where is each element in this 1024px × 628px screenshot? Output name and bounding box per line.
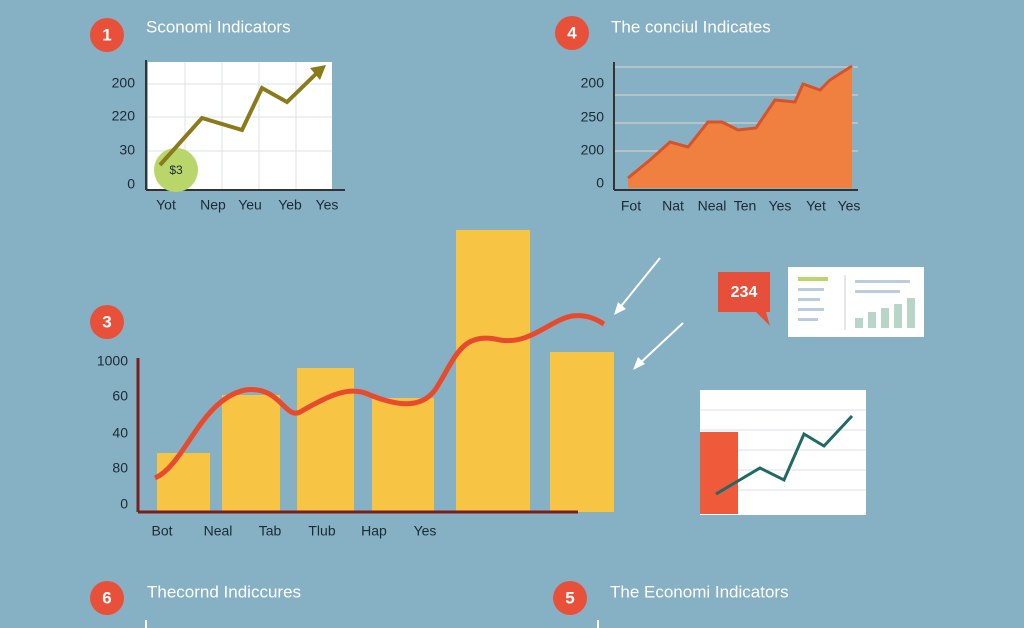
trend-line	[153, 313, 606, 481]
y-tick-label: 60	[112, 388, 128, 404]
y-tick-label: 30	[119, 142, 135, 158]
area	[628, 66, 852, 188]
x-tick-label: Yeb	[278, 197, 302, 213]
mini-bar	[700, 432, 738, 514]
x-tick-label: Yet	[806, 198, 826, 214]
x-tick-label: Neal	[204, 523, 233, 539]
x-tick-label: Nat	[662, 198, 684, 214]
y-tick-label: 200	[581, 75, 605, 91]
x-tick-label: Yot	[156, 197, 176, 213]
y-tick-label: 80	[112, 460, 128, 476]
panel-title: Sconomi Indicators	[146, 17, 291, 36]
x-tick-label: Bot	[151, 523, 172, 539]
y-tick-label: 250	[581, 109, 605, 125]
x-tick-label: Yeu	[238, 197, 262, 213]
y-tick-label: 1000	[97, 353, 128, 369]
badge-number: 5	[565, 588, 574, 607]
y-tick-label: 0	[127, 176, 135, 192]
badge-number: 1	[102, 25, 111, 44]
arrows	[617, 257, 684, 366]
x-tick-label: Yes	[316, 197, 339, 213]
callout-box	[718, 272, 770, 326]
panel-title: Thecornd Indiccures	[147, 582, 301, 601]
badge	[90, 305, 124, 339]
x-tick-label: Ten	[734, 198, 757, 214]
area-line	[627, 64, 853, 180]
arrow-head	[310, 65, 326, 80]
badge	[90, 581, 124, 615]
badge	[555, 16, 589, 50]
x-tick-label: Yes	[838, 198, 861, 214]
panel-title: The conciul Indicates	[611, 17, 771, 36]
x-tick-label: Yes	[414, 523, 437, 539]
mini-line	[715, 414, 854, 496]
y-tick-label: 0	[596, 175, 604, 191]
badge-number: 3	[102, 312, 111, 331]
x-tick-label: Fot	[621, 198, 641, 214]
x-tick-label: Neal	[698, 198, 727, 214]
x-tick-label: Hap	[361, 523, 387, 539]
y-tick-label: 40	[112, 425, 128, 441]
mini-card-content	[798, 275, 915, 330]
x-tick-label: Tab	[259, 523, 282, 539]
panel-title: The Economi Indicators	[610, 582, 789, 601]
y-tick-label: 0	[120, 496, 128, 512]
bars	[157, 230, 614, 512]
badge-number: 6	[102, 588, 111, 607]
x-tick-label: Nep	[200, 197, 226, 213]
x-tick-label: Tlub	[308, 523, 335, 539]
arrow-head	[633, 357, 645, 370]
y-tick-label: 200	[581, 142, 605, 158]
badge-number: 4	[567, 23, 577, 42]
callout-label: 234	[731, 284, 758, 301]
x-tick-label: Yes	[769, 198, 792, 214]
y-tick-label: 220	[112, 108, 136, 124]
marker-label: $3	[169, 163, 183, 177]
y-tick-label: 200	[112, 75, 136, 91]
arrow-head	[614, 302, 626, 315]
line	[158, 68, 322, 167]
badge	[90, 18, 124, 52]
badge	[553, 581, 587, 615]
